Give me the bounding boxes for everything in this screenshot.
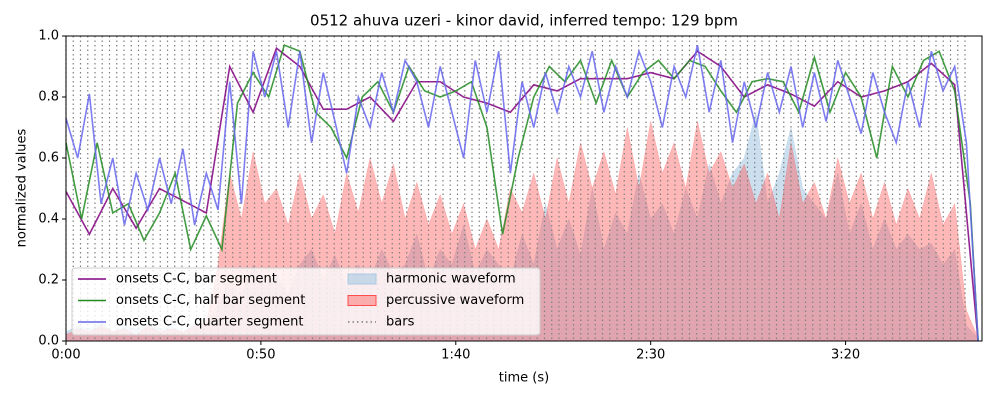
y-tick-label: 0.6	[38, 151, 59, 166]
legend-label: bars	[386, 315, 415, 330]
y-tick-label: 1.0	[38, 29, 59, 44]
legend: onsets C-C, bar segment onsets C-C, half …	[71, 267, 541, 336]
y-axis-label: normalized values	[15, 128, 30, 247]
x-tick-label: 1:40	[441, 348, 470, 363]
x-tick-label: 3:20	[831, 348, 860, 363]
x-tick-label: 0:50	[246, 348, 275, 363]
legend-swatch	[347, 295, 377, 306]
series-line	[65, 44, 979, 342]
y-tick-label: 0.0	[38, 334, 59, 349]
y-tick-label: 0.8	[38, 90, 59, 105]
plot-frame	[65, 35, 983, 342]
series-line	[65, 44, 979, 342]
y-tick-label: 0.2	[38, 273, 59, 288]
x-tick-label: 0:00	[51, 348, 80, 363]
x-tick-label: 2:30	[636, 348, 665, 363]
legend-label: harmonic waveform	[386, 272, 516, 287]
x-axis-label: time (s)	[499, 371, 549, 386]
legend-label: onsets C-C, bar segment	[116, 272, 277, 287]
chart-title: 0512 ahuva uzeri - kinor david, inferred…	[310, 12, 738, 30]
legend-box	[71, 267, 541, 336]
y-tick-label: 0.4	[38, 212, 59, 227]
legend-label: onsets C-C, quarter segment	[116, 315, 303, 330]
legend-swatch	[347, 273, 377, 285]
legend-label: percussive waveform	[386, 293, 524, 308]
legend-label: onsets C-C, half bar segment	[116, 293, 305, 308]
series-line	[65, 46, 979, 342]
